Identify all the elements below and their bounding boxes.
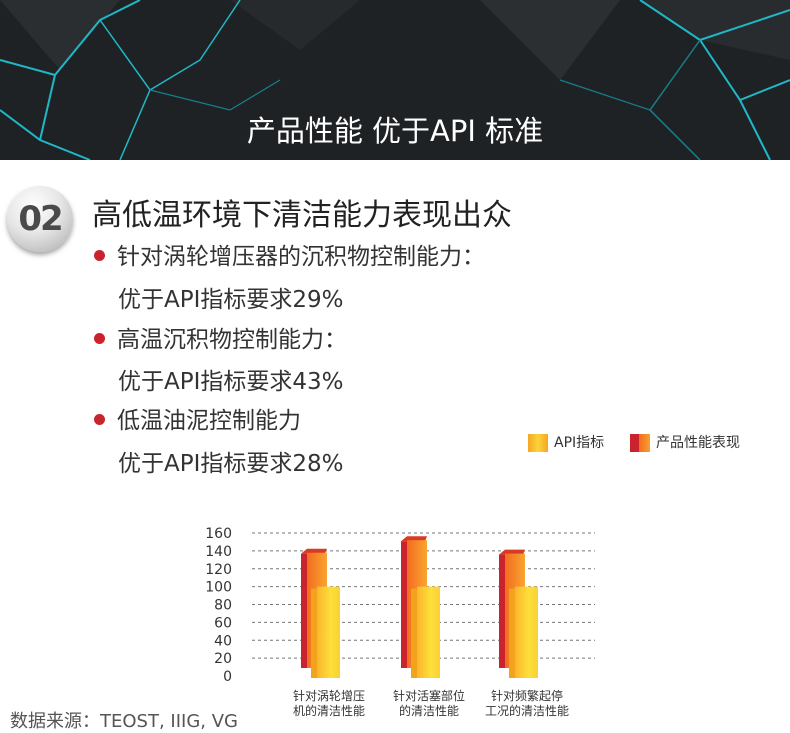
- header-banner: 产品性能 优于API 标准: [0, 0, 790, 160]
- bar-product-top: [401, 536, 427, 542]
- banner-title: 产品性能 优于API 标准: [246, 114, 544, 148]
- legend-label-product: 产品性能表现: [656, 435, 740, 451]
- bar-api-side: [311, 588, 317, 678]
- legend-item-product: 产品性能表现: [630, 432, 740, 452]
- y-tick-label: 100: [205, 580, 232, 596]
- legend-item-api: API指标: [528, 432, 604, 452]
- bullet-item-2: 高温沉积物控制能力：: [94, 320, 347, 354]
- bullet-value-1: 优于API指标要求29%: [118, 287, 344, 313]
- badge-number: 02: [18, 199, 63, 239]
- category-label: 针对活塞部位: [393, 688, 465, 703]
- category-label: 机的清洁性能: [293, 703, 365, 718]
- bullet-dot-icon: [94, 333, 105, 344]
- banner-network-pattern: [0, 0, 790, 160]
- bullet-value-3: 优于API指标要求28%: [118, 451, 344, 477]
- category-label: 针对涡轮增压: [293, 688, 365, 703]
- y-tick-label: 20: [214, 651, 232, 667]
- bar-product-side: [499, 554, 505, 668]
- y-tick-label: 160: [205, 526, 232, 542]
- y-tick-label: 80: [214, 598, 232, 614]
- category-label: 针对频繁起停: [491, 688, 563, 703]
- bar-api: [417, 586, 440, 678]
- section-number-badge: 02: [7, 186, 73, 252]
- bullet-item-1: 针对涡轮增压器的沉积物控制能力：: [94, 237, 485, 271]
- bar-product-top: [499, 549, 525, 555]
- bullet-label: 高温沉积物控制能力：: [117, 327, 347, 353]
- bullet-label: 针对涡轮增压器的沉积物控制能力：: [117, 244, 485, 270]
- data-source-note: 数据来源：TEOST, IIIG, VG: [10, 711, 238, 732]
- legend-label-api: API指标: [554, 435, 605, 451]
- bullet-dot-icon: [94, 414, 105, 425]
- category-label: 的清洁性能: [399, 703, 459, 718]
- bar-product-side: [301, 553, 307, 668]
- legend-swatch-product: [630, 434, 650, 452]
- y-tick-label: 0: [223, 669, 232, 685]
- bullet-value-2: 优于API指标要求43%: [118, 369, 344, 395]
- category-label: 工况的清洁性能: [485, 703, 569, 718]
- bar-api-side: [411, 588, 417, 678]
- bar-api: [515, 586, 538, 678]
- bar-product-side: [401, 541, 407, 668]
- y-tick-label: 120: [205, 562, 232, 578]
- legend-swatch-api: [528, 434, 548, 452]
- y-tick-label: 40: [214, 633, 232, 649]
- bar-product-top: [301, 548, 327, 554]
- bar-api-side: [509, 588, 515, 678]
- bullet-label: 低温油泥控制能力: [117, 408, 301, 434]
- bullet-dot-icon: [94, 250, 105, 261]
- y-tick-label: 140: [205, 544, 232, 560]
- section-headline: 高低温环境下清洁能力表现出众: [92, 198, 512, 233]
- y-tick-label: 60: [214, 615, 232, 631]
- bullet-item-3: 低温油泥控制能力: [94, 401, 301, 435]
- bar-api: [317, 586, 340, 678]
